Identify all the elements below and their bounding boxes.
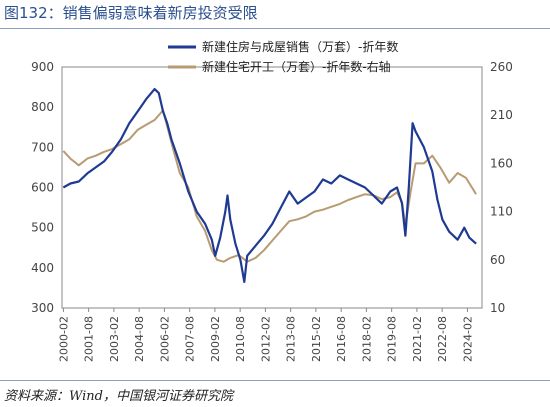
x-tick-label: 2000-02 bbox=[57, 316, 70, 362]
legend-label: 新建住房与成屋销售（万套）-折年数 bbox=[202, 39, 398, 54]
right-tick-label: 10 bbox=[490, 301, 505, 315]
left-tick-label: 300 bbox=[31, 301, 54, 315]
right-tick-label: 160 bbox=[490, 156, 513, 170]
x-axis-ticks: 2000-02 2001-08 2003-02 2004-08 2006-02 2007-… bbox=[57, 308, 474, 362]
right-tick-label: 110 bbox=[490, 205, 513, 219]
series-line-sales bbox=[62, 88, 477, 283]
left-tick-label: 500 bbox=[31, 221, 54, 235]
left-tick-label: 700 bbox=[31, 140, 54, 154]
x-tick-label: 2003-02 bbox=[108, 316, 121, 362]
x-tick-label: 2022-08 bbox=[436, 316, 449, 362]
x-tick-label: 2009-02 bbox=[209, 316, 222, 362]
x-tick-label: 2016-08 bbox=[335, 316, 348, 362]
x-tick-label: 2015-02 bbox=[310, 316, 323, 362]
right-axis-ticks: 10 60 110 160 210 260 bbox=[490, 60, 513, 315]
title-divider bbox=[0, 28, 550, 29]
sales-starts-chart: 300 400 500 600 700 800 900 10 60 110 160 210 260 2… bbox=[31, 39, 513, 362]
series-layer bbox=[62, 88, 477, 283]
x-tick-label: 2021-02 bbox=[411, 316, 424, 362]
x-tick-label: 2018-02 bbox=[360, 316, 373, 362]
x-tick-label: 2006-02 bbox=[158, 316, 171, 362]
source-note: 资料来源：Wind，中国银河证券研究院 bbox=[4, 389, 233, 404]
footer-divider bbox=[0, 380, 550, 381]
figure-title: 图132：销售偏弱意味着新房投资受限 bbox=[4, 4, 258, 22]
right-tick-label: 210 bbox=[490, 108, 513, 122]
x-tick-label: 2019-08 bbox=[386, 316, 399, 362]
left-tick-label: 800 bbox=[31, 100, 54, 114]
x-tick-label: 2007-08 bbox=[184, 316, 197, 362]
left-tick-label: 900 bbox=[31, 60, 54, 74]
left-tick-label: 600 bbox=[31, 181, 54, 195]
plot-border bbox=[61, 66, 483, 309]
x-tick-label: 2013-08 bbox=[285, 316, 298, 362]
left-axis-ticks: 300 400 500 600 700 800 900 bbox=[31, 60, 54, 315]
x-tick-label: 2010-08 bbox=[234, 316, 247, 362]
x-tick-label: 2004-08 bbox=[133, 316, 146, 362]
legend-label: 新建住宅开工（万套）-折年数-右轴 bbox=[202, 59, 391, 74]
x-tick-label: 2012-02 bbox=[259, 316, 272, 362]
x-tick-label: 2024-02 bbox=[461, 316, 474, 362]
left-tick-label: 400 bbox=[31, 261, 54, 275]
right-tick-label: 260 bbox=[490, 60, 513, 74]
x-tick-label: 2001-08 bbox=[83, 316, 96, 362]
right-tick-label: 60 bbox=[490, 253, 505, 267]
